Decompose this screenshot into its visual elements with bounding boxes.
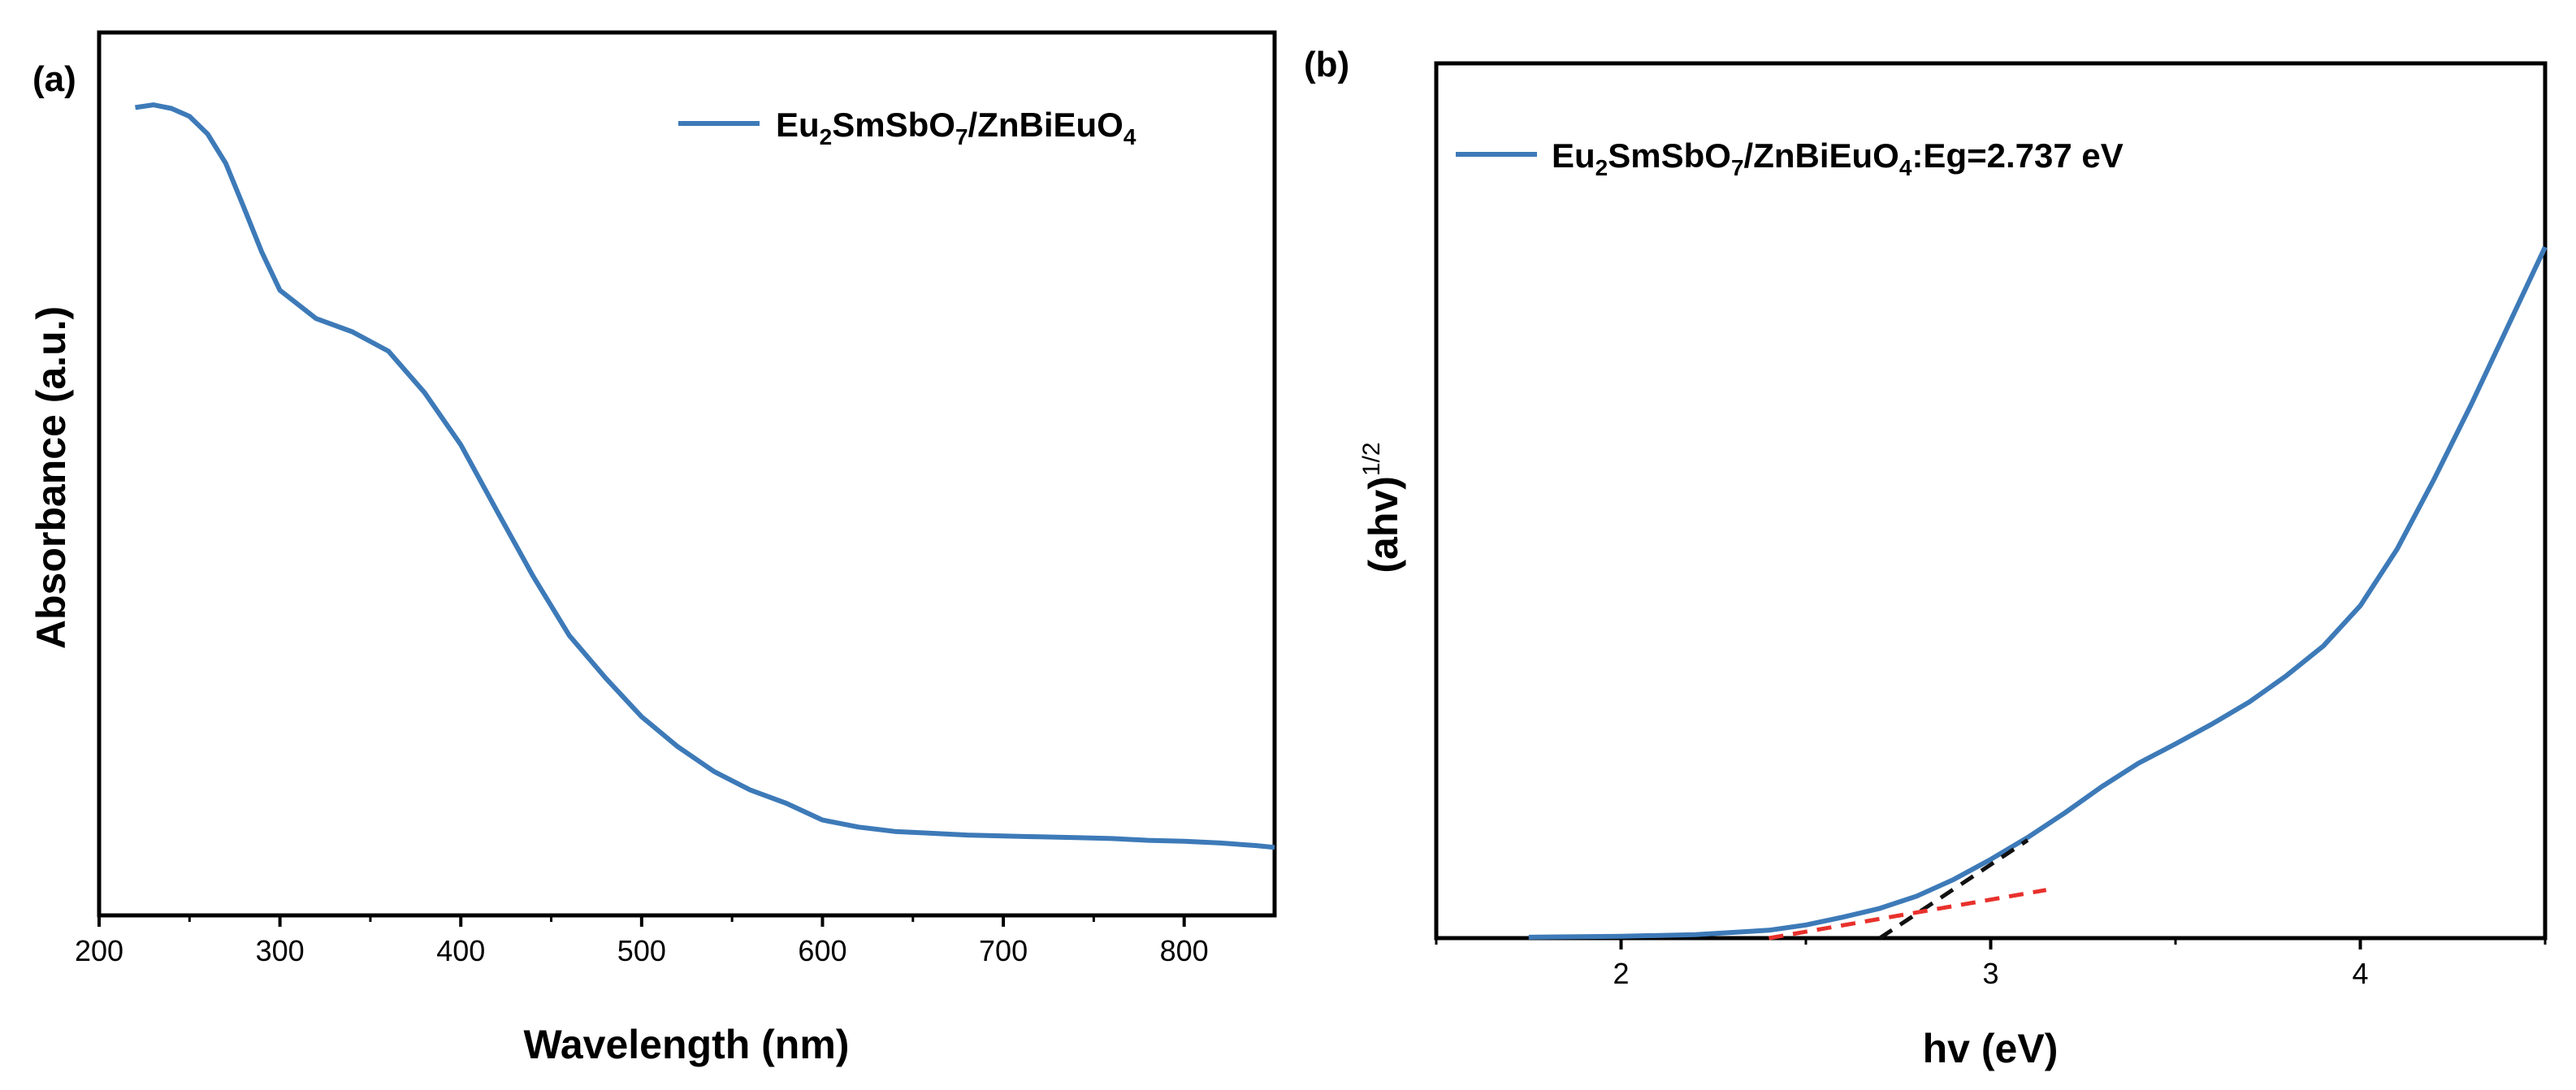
b-legend-part: 7: [1731, 155, 1744, 180]
panel-b-y-axis-title-main: (ahv): [1361, 476, 1406, 573]
panel-a-x-tick-labels: 200 300 400 500 600 700 800: [75, 934, 1209, 967]
a-x-tick-label: 200: [75, 934, 123, 967]
panel-b-y-axis-title-group: (ahv)1/2: [1358, 442, 1406, 573]
a-x-tick-label: 800: [1160, 934, 1209, 967]
panel-b-series-line: [1528, 245, 2548, 940]
panel-a-series-line: [135, 102, 1275, 850]
panel-b-legend-label: Eu2SmSbO7/ZnBiEuO4:Eg=2.737 eV: [1552, 136, 2124, 180]
a-legend-part: 4: [1123, 124, 1136, 149]
panel-b-legend: Eu2SmSbO7/ZnBiEuO4:Eg=2.737 eV: [1456, 136, 2124, 180]
panel-a-y-axis-title: Absorbance (a.u.): [28, 306, 74, 649]
a-legend-part: Eu: [776, 106, 820, 144]
b-x-tick-label: 4: [2352, 957, 2368, 990]
panel-a-legend: Eu2SmSbO7/ZnBiEuO4: [678, 106, 1136, 149]
panel-b-x-ticks: [1435, 938, 2547, 949]
a-x-tick-label: 500: [617, 934, 666, 967]
panel-a-x-axis-title: Wavelength (nm): [524, 1022, 850, 1067]
b-x-tick-label: 3: [1982, 957, 1998, 990]
panel-a-plot-frame: [97, 30, 1277, 918]
panel-b-series-points: [1528, 247, 2546, 938]
a-x-tick-label: 300: [256, 934, 305, 967]
panel-b-y-axis-title: (ahv)1/2: [1358, 442, 1406, 573]
a-legend-part: 7: [955, 124, 968, 149]
b-x-tick-label: 2: [1613, 957, 1629, 990]
b-fit-line-tangent: [1878, 838, 2029, 941]
panel-b-x-axis-title: hv (eV): [1923, 1026, 2059, 1071]
panel-b-label: (b): [1304, 45, 1349, 84]
b-legend-part: SmSbO: [1608, 136, 1731, 175]
a-x-tick-label: 600: [798, 934, 846, 967]
a-x-tick-label: 700: [979, 934, 1028, 967]
a-legend-part: SmSbO: [832, 106, 955, 144]
a-legend-part: 2: [820, 124, 833, 149]
a-legend-part: /ZnBiEuO: [968, 106, 1123, 144]
b-legend-part: :Eg=2.737 eV: [1911, 136, 2123, 175]
b-legend-part: Eu: [1552, 136, 1595, 175]
panel-a-label: (a): [32, 59, 76, 99]
panel-b-fit-lines: [1769, 838, 2047, 941]
panel-b-y-axis-title-superscript: 1/2: [1358, 442, 1385, 476]
panel-a-x-ticks: [97, 915, 1186, 927]
panel-a-legend-label: Eu2SmSbO7/ZnBiEuO4: [776, 106, 1136, 149]
b-legend-part: /ZnBiEuO: [1744, 136, 1899, 175]
b-legend-part: 4: [1899, 155, 1912, 180]
panel-b-x-tick-labels: 2 3 4: [1613, 957, 2368, 990]
panel-a: (a) 200 300 400 500 600 700 800 Wavelength (nm…: [28, 30, 1277, 1067]
panel-a-series-points: [135, 105, 1275, 848]
a-x-tick-label: 400: [436, 934, 485, 967]
b-legend-part: 2: [1595, 155, 1608, 180]
panel-b-plot-frame: [1434, 61, 2548, 941]
